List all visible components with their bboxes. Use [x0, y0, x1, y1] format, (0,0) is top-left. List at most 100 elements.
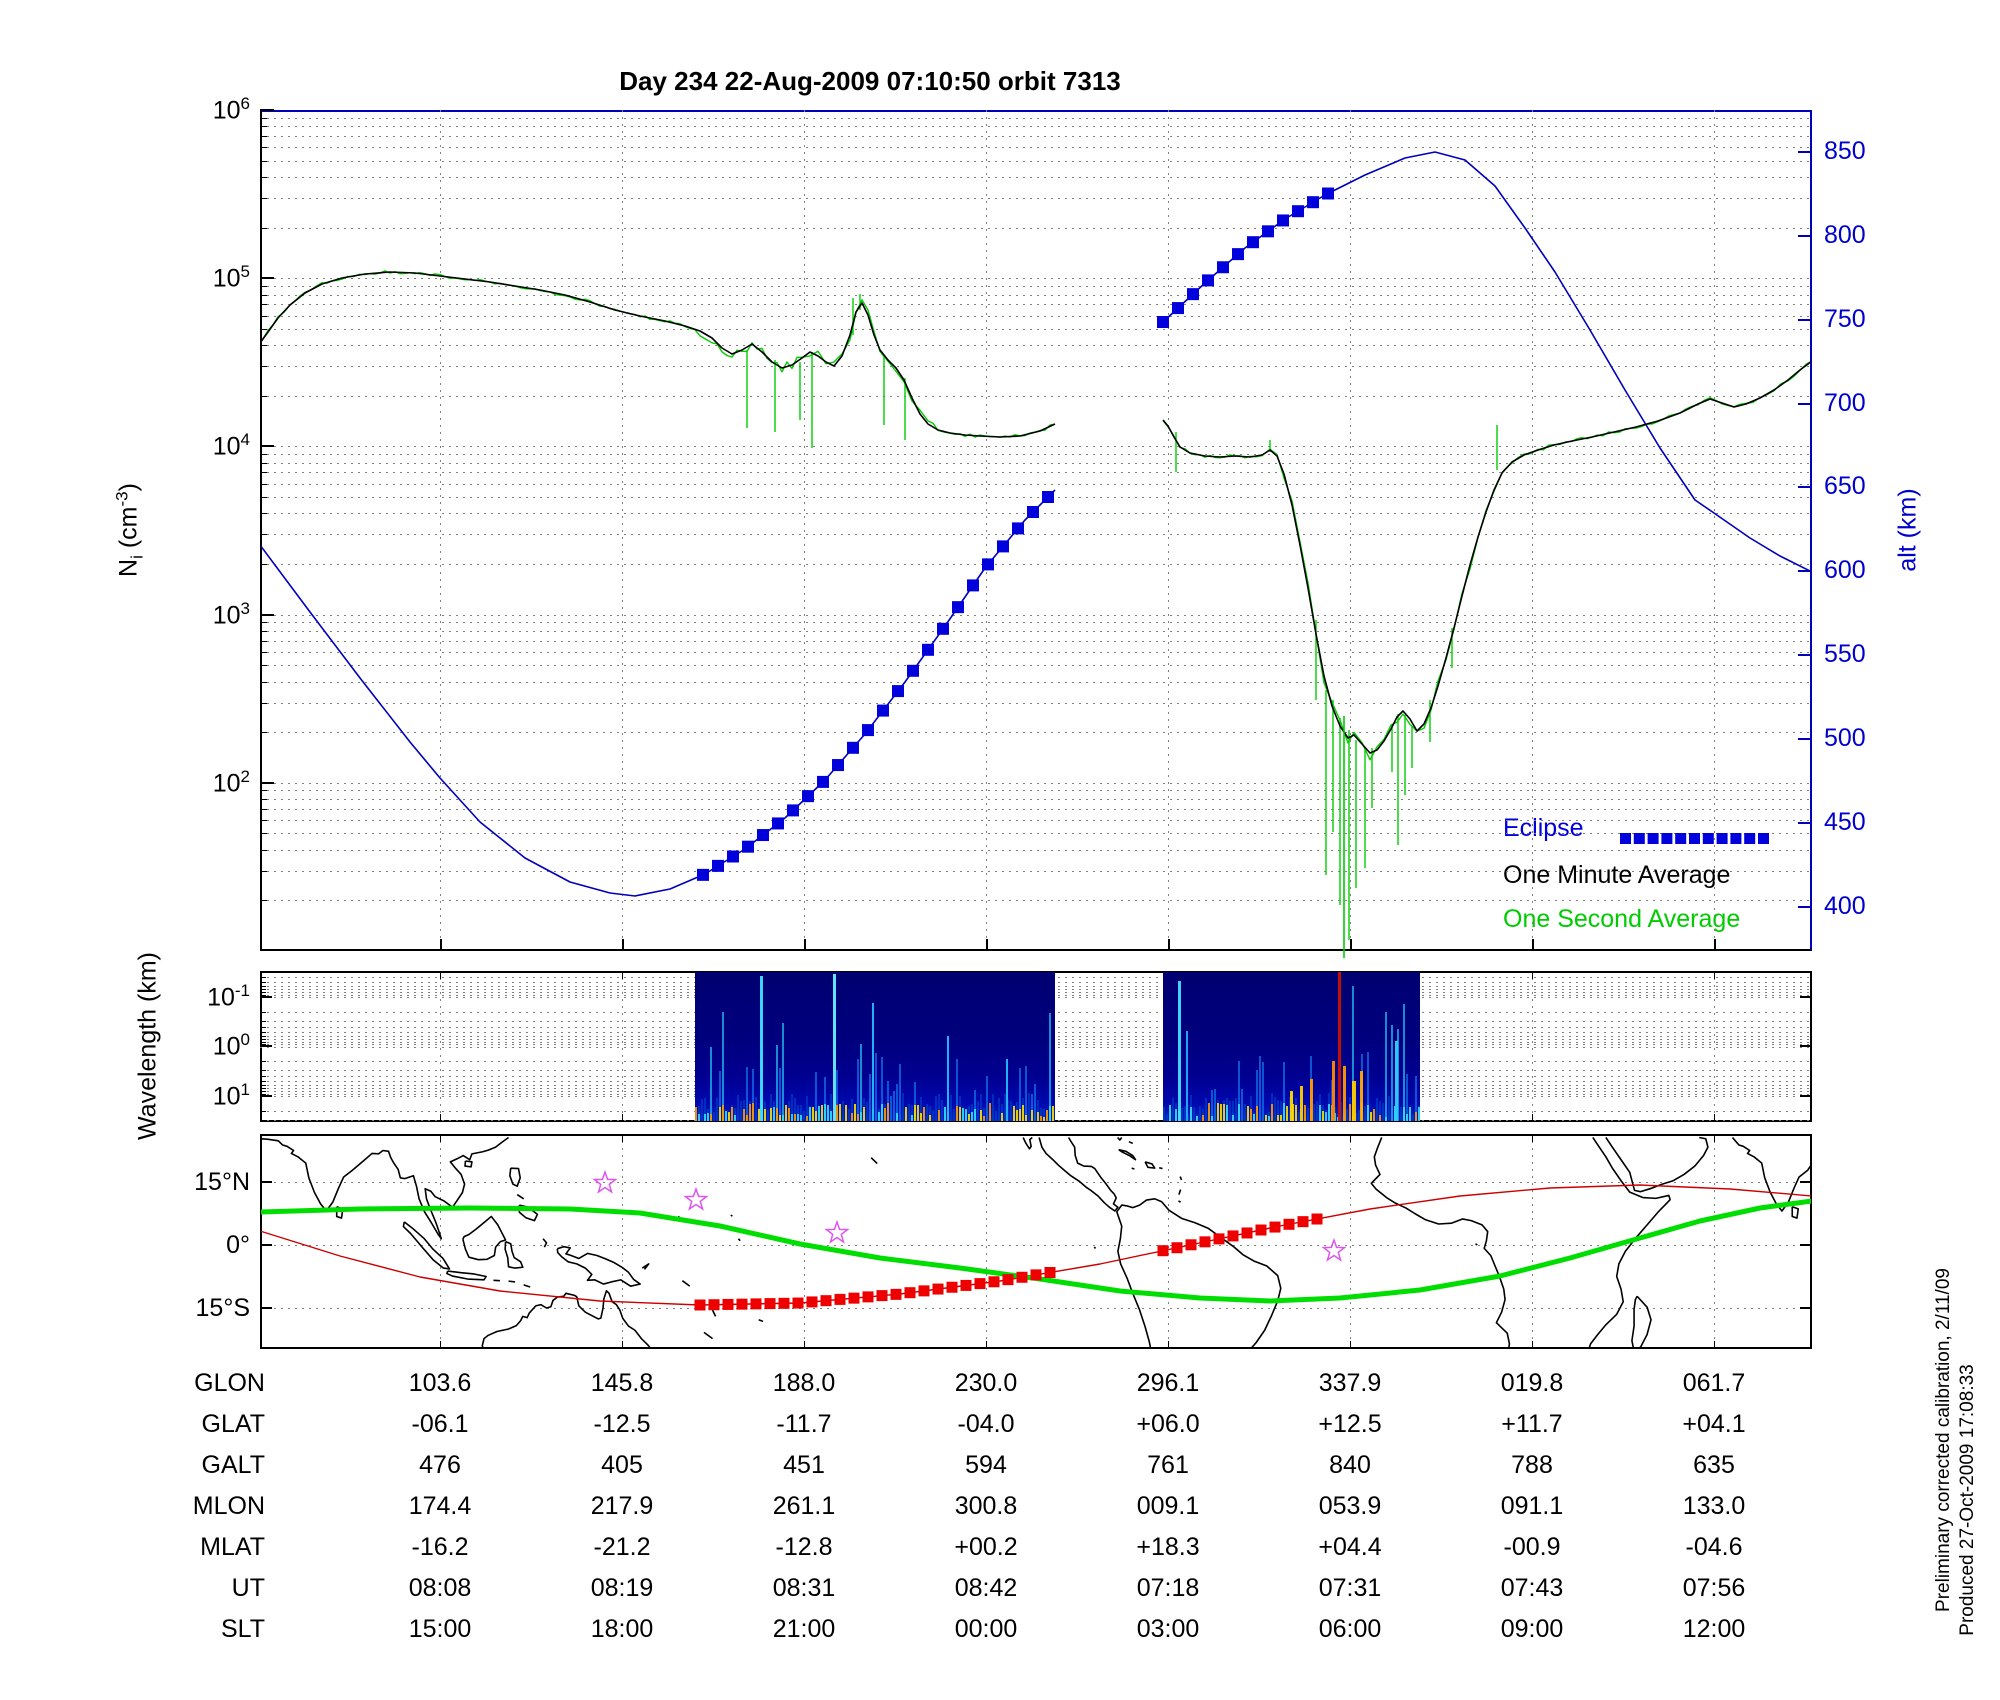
tick-mark	[260, 833, 267, 835]
legend-eclipse-sample	[1758, 833, 1769, 844]
table-cell-ut-2: 08:31	[772, 1574, 836, 1602]
gridline-vertical	[986, 110, 987, 951]
eclipse-ground-marker	[988, 1276, 1000, 1288]
station-star-marker	[824, 1219, 850, 1244]
tick-mark	[1714, 971, 1715, 979]
tick-mark	[1798, 738, 1812, 740]
tick-mark	[804, 1341, 805, 1349]
table-cell-glon-6: 019.8	[1500, 1369, 1564, 1397]
gridline-decade	[260, 278, 1812, 279]
tick-mark	[1350, 1134, 1351, 1142]
table-cell-glat-4: +06.0	[1136, 1410, 1200, 1438]
table-cell-glat-6: +11.7	[1501, 1410, 1563, 1438]
y-tick-label-altitude: 750	[1824, 305, 1866, 333]
tick-mark	[260, 702, 267, 704]
gridline-vertical	[804, 1134, 805, 1349]
gridline-minor	[260, 136, 1812, 137]
eclipse-ground-marker	[932, 1283, 944, 1295]
eclipse-ground-marker	[1171, 1242, 1183, 1254]
tick-mark	[260, 820, 267, 822]
coastline	[1131, 1167, 1135, 1170]
eclipse-marker	[1322, 187, 1334, 200]
tick-mark	[260, 1088, 266, 1090]
gridline-minor	[260, 329, 1812, 330]
tick-mark	[1350, 939, 1352, 951]
tick-mark	[260, 1093, 266, 1095]
y-tick-label-altitude: 400	[1824, 892, 1866, 920]
table-cell-slt-3: 00:00	[954, 1615, 1018, 1643]
y-tick-label-altitude: 600	[1824, 556, 1866, 584]
gridline-minor	[260, 286, 1812, 287]
table-cell-galt-6: 788	[1511, 1451, 1553, 1479]
coastline	[509, 1167, 522, 1187]
eclipse-marker	[697, 868, 709, 881]
table-cell-glon-3: 230.0	[954, 1369, 1018, 1397]
gridline-minor	[260, 454, 1812, 455]
tick-mark	[260, 1081, 266, 1083]
tick-mark	[260, 790, 267, 792]
coastline	[1605, 1136, 1709, 1193]
tick-mark	[260, 160, 267, 162]
gridline-minor	[260, 732, 1812, 733]
plot-title: Day 234 22-Aug-2009 07:10:50 orbit 7313	[619, 66, 1121, 96]
tick-mark	[804, 939, 806, 951]
tick-mark	[1800, 996, 1812, 998]
tick-mark	[440, 1341, 441, 1349]
legend-eclipse-sample	[1702, 833, 1714, 844]
tick-mark	[1532, 1134, 1533, 1142]
eclipse-ground-marker	[834, 1293, 846, 1305]
table-cell-ut-5: 07:31	[1318, 1574, 1382, 1602]
gridline-vertical	[1714, 1134, 1715, 1349]
tick-mark	[260, 227, 267, 229]
eclipse-marker	[832, 759, 844, 772]
table-cell-glat-0: -06.1	[411, 1410, 469, 1438]
gridline-minor	[260, 396, 1812, 397]
eclipse-marker	[1292, 205, 1304, 218]
tick-mark	[440, 1114, 441, 1122]
tick-mark	[260, 126, 267, 128]
tick-mark	[260, 147, 267, 149]
table-cell-slt-2: 21:00	[772, 1615, 836, 1643]
spectrogram-feature	[1343, 1066, 1346, 1121]
tick-mark	[260, 315, 267, 317]
tick-mark	[260, 1044, 266, 1046]
tick-mark	[1800, 1045, 1812, 1047]
tick-mark	[1714, 1114, 1715, 1122]
table-cell-mlat-7: -04.6	[1685, 1533, 1743, 1561]
legend-eclipse-sample	[1647, 833, 1659, 844]
gridline-minor	[260, 900, 1812, 901]
eclipse-marker	[757, 829, 769, 842]
coastline	[464, 1160, 473, 1168]
eclipse-ground-marker	[1241, 1227, 1253, 1239]
eclipse-ground-marker	[862, 1291, 874, 1303]
table-cell-glat-3: -04.0	[957, 1410, 1015, 1438]
table-cell-slt-1: 18:00	[590, 1615, 654, 1643]
y-tick-label-altitude: 700	[1824, 389, 1866, 417]
legend-eclipse-sample	[1620, 833, 1631, 844]
legend-eclipse-sample	[1744, 833, 1756, 844]
gridline-decade	[260, 615, 1812, 616]
eclipse-marker	[937, 622, 949, 635]
y-tick-label-density: 104	[212, 430, 250, 461]
map-lat-label-15n: 15°N	[194, 1168, 250, 1196]
spectrogram-feature	[1310, 1079, 1313, 1121]
eclipse-ground-marker	[1199, 1236, 1211, 1248]
tick-mark	[260, 665, 267, 667]
one-minute-average-curve	[1162, 360, 1811, 754]
gridline-minor	[260, 304, 1812, 305]
spectrogram-feature	[1006, 1059, 1008, 1121]
spectrogram-feature	[1360, 1071, 1363, 1121]
tick-mark	[1800, 1181, 1812, 1183]
tick-mark	[260, 1026, 266, 1028]
tick-mark	[260, 1020, 266, 1022]
legend-eclipse-sample	[1661, 833, 1673, 844]
table-cell-mlon-5: 053.9	[1318, 1492, 1382, 1520]
coastline	[1179, 1176, 1183, 1181]
eclipse-ground-marker	[694, 1299, 706, 1311]
tick-mark	[260, 1085, 266, 1087]
tick-mark	[1714, 939, 1716, 951]
altitude-curve	[1162, 151, 1811, 573]
table-cell-glat-1: -12.5	[593, 1410, 651, 1438]
legend-eclipse-sample	[1730, 833, 1742, 844]
